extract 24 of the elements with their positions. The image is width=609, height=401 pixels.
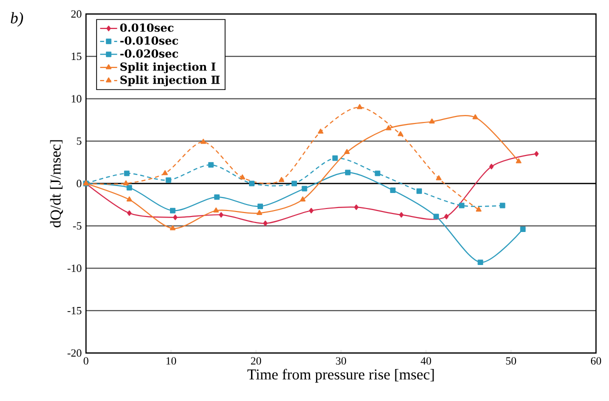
x-tick-label: 40 [420, 357, 432, 365]
y-tick-label: 10 [72, 95, 82, 102]
y-tick-label: -20 [68, 349, 82, 357]
x-tick-label: 60 [590, 357, 602, 365]
y-tick-label: 20 [71, 10, 82, 18]
legend-label: 0.010sec [120, 23, 174, 32]
y-tick-label: 15 [72, 52, 82, 60]
x-tick-label: 30 [336, 357, 346, 365]
legend-label: -0.010sec [120, 36, 178, 45]
legend-label: -0.020sec [120, 49, 178, 58]
legend-label: Split injection Ⅱ [120, 75, 220, 86]
y-tick-label: 5 [76, 137, 82, 145]
y-axis-title: dQ/dt [J/msec] [50, 140, 63, 228]
x-tick-label: 0 [84, 357, 88, 365]
text: b) [10, 12, 24, 27]
x-tick-label: 20 [250, 357, 262, 365]
legend-label: Split injection Ⅰ [120, 62, 216, 74]
y-tick-label: -10 [68, 264, 82, 272]
x-tick-label: 50 [506, 357, 516, 365]
x-tick-label: 10 [166, 357, 176, 365]
y-tick-label: -5 [73, 222, 82, 230]
y-tick-label: -15 [68, 306, 82, 314]
y-tick-label: 0 [76, 180, 82, 188]
x-axis-title: Time from pressure rise [msec] [247, 368, 434, 383]
